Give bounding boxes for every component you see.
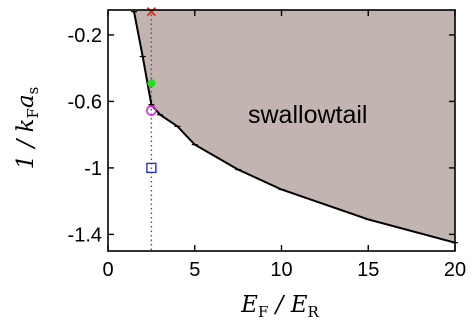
boundary-line [133, 11, 456, 244]
x-tick-label: 20 [444, 259, 466, 281]
x-tick-label: 5 [189, 259, 200, 281]
x-marker-stroke [146, 7, 157, 17]
y-label-main2: a [13, 94, 39, 108]
x-label-sub: F [258, 303, 268, 321]
x-label-main2: E [290, 292, 308, 318]
y-axis-ticks: -0.2 -0.6 -1 -1.4 [68, 25, 455, 246]
markers [146, 7, 157, 174]
x-axis-label: EF / ER [240, 292, 319, 321]
y-tick-label: -0.6 [68, 91, 102, 113]
y-label-prefix: 1 / [13, 132, 39, 169]
x-label-sep: / [268, 292, 290, 318]
x-tick-label: 10 [270, 259, 292, 281]
boundary-points [131, 11, 458, 244]
swallowtail-region [134, 10, 455, 243]
region-label: swallowtail [248, 101, 367, 129]
open-square-marker [146, 162, 157, 174]
x-tick-label: 0 [102, 259, 113, 281]
y-tick-label: -1 [84, 158, 102, 180]
y-label-main: k [13, 118, 39, 132]
x-tick-label: 15 [357, 259, 379, 281]
filled-circle-marker [147, 79, 156, 88]
x-axis-ticks: 0 5 10 15 20 [102, 10, 466, 281]
y-label-sub: F [24, 108, 42, 118]
y-axis-label: 1 / kFas [13, 87, 42, 170]
open-circle-marker [146, 105, 157, 116]
y-tick-label: -0.2 [68, 25, 102, 47]
x-label-sub2: R [308, 303, 320, 321]
x-label-main: E [240, 292, 258, 318]
plot-area: 0 5 10 15 20 -0.2 -0.6 -1 -1.4 swallowtail [68, 7, 466, 281]
x-marker [146, 7, 157, 17]
y-label-sub2: s [24, 87, 42, 95]
y-tick-label: -1.4 [68, 224, 102, 246]
